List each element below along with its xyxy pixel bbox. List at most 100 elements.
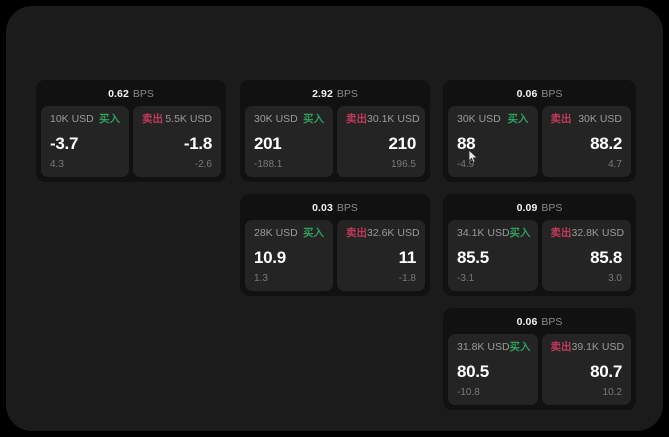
sell-delta: -1.8: [398, 273, 416, 284]
bps-unit-label: BPS: [541, 87, 563, 100]
buy-action-label: 买入: [303, 113, 324, 125]
buy-price: 85.5: [457, 248, 489, 267]
card-body: 31.8K USD 买入 80.5 -10.8 卖出 39.1K USD 80.…: [448, 334, 631, 405]
bps-value: 0.09: [516, 201, 538, 214]
buy-side-panel[interactable]: 34.1K USD 买入 85.5 -3.1: [448, 220, 538, 291]
buy-side-panel[interactable]: 28K USD 买入 10.9 1.3: [245, 220, 333, 291]
card-body: 10K USD 买入 -3.7 4.3 卖出 5.5K USD -1.8 -2.…: [41, 106, 221, 177]
buy-action-label: 买入: [303, 227, 324, 239]
sell-action-label: 卖出: [550, 227, 572, 239]
buy-size-label: 10K USD: [50, 113, 94, 125]
sell-side-panel[interactable]: 卖出 32.6K USD 11 -1.8: [337, 220, 425, 291]
sell-price: -1.8: [183, 134, 212, 153]
bps-unit-label: BPS: [336, 87, 358, 100]
buy-side-panel[interactable]: 30K USD 买入 88 -4.9: [448, 106, 538, 177]
buy-side-header: 30K USD 买入: [254, 114, 324, 127]
quote-column-3: 0.06 BPS 30K USD 买入 88 -4.9 卖出: [443, 80, 636, 422]
bps-value: 0.06: [516, 87, 538, 100]
buy-delta: -10.8: [457, 387, 480, 398]
sell-side-header: 卖出 32.6K USD: [346, 227, 420, 241]
bps-unit-label: BPS: [132, 87, 154, 100]
buy-side-panel[interactable]: 10K USD 买入 -3.7 4.3: [41, 106, 129, 177]
sell-size-label: 30.1K USD: [367, 113, 420, 125]
card-header: 0.06 BPS: [448, 85, 631, 103]
buy-price: 201: [254, 134, 282, 153]
card-header: 0.03 BPS: [245, 199, 425, 217]
sell-side-header: 卖出 5.5K USD: [142, 114, 212, 127]
bps-unit-label: BPS: [541, 315, 563, 328]
sell-price: 11: [398, 248, 417, 267]
sell-action-label: 卖出: [346, 113, 367, 125]
quote-column-1: 0.62 BPS 10K USD 买入 -3.7 4.3 卖出: [36, 80, 226, 194]
sell-size-label: 30K USD: [578, 113, 622, 125]
quote-card[interactable]: 0.06 BPS 30K USD 买入 88 -4.9 卖出: [443, 80, 636, 182]
card-header: 2.92 BPS: [245, 85, 425, 103]
card-body: 28K USD 买入 10.9 1.3 卖出 32.6K USD 11 -1.8: [245, 220, 425, 291]
sell-side-header: 卖出 39.1K USD: [550, 341, 625, 355]
sell-action-label: 卖出: [346, 227, 367, 239]
buy-side-header: 10K USD 买入: [50, 114, 120, 127]
sell-side-header: 卖出 30K USD: [551, 114, 623, 127]
quote-card[interactable]: 0.09 BPS 34.1K USD 买入 85.5 -3.1 卖出: [443, 194, 636, 296]
buy-price: 80.5: [457, 362, 489, 381]
buy-side-header: 31.8K USD 买入: [457, 341, 531, 355]
buy-price: -3.7: [50, 134, 79, 153]
sell-action-label: 卖出: [142, 113, 163, 125]
sell-delta: 3.0: [608, 273, 622, 284]
card-body: 30K USD 买入 201 -188.1 卖出 30.1K USD 210 1…: [245, 106, 425, 177]
quote-card-grid: 0.62 BPS 10K USD 买入 -3.7 4.3 卖出: [36, 80, 636, 410]
sell-delta: -2.6: [194, 159, 212, 170]
buy-action-label: 买入: [509, 341, 531, 353]
card-header: 0.09 BPS: [448, 199, 631, 217]
quote-card[interactable]: 0.06 BPS 31.8K USD 买入 80.5 -10.8 卖: [443, 308, 636, 410]
sell-size-label: 39.1K USD: [571, 341, 625, 353]
buy-delta: 4.3: [50, 159, 64, 170]
sell-side-header: 卖出 32.8K USD: [550, 227, 625, 241]
sell-delta: 196.5: [390, 159, 416, 170]
card-header: 0.06 BPS: [448, 313, 631, 331]
sell-side-panel[interactable]: 卖出 30.1K USD 210 196.5: [337, 106, 425, 177]
buy-size-label: 30K USD: [457, 113, 501, 125]
sell-action-label: 卖出: [550, 113, 572, 125]
sell-delta: 4.7: [608, 159, 622, 170]
buy-price: 10.9: [254, 248, 286, 267]
quote-column-2: 2.92 BPS 30K USD 买入 201 -188.1 卖出: [240, 80, 430, 308]
sell-action-label: 卖出: [550, 341, 572, 353]
buy-side-panel[interactable]: 31.8K USD 买入 80.5 -10.8: [448, 334, 538, 405]
sell-price: 88.2: [590, 134, 622, 153]
quote-card[interactable]: 0.62 BPS 10K USD 买入 -3.7 4.3 卖出: [36, 80, 226, 182]
sell-side-panel[interactable]: 卖出 5.5K USD -1.8 -2.6: [133, 106, 221, 177]
quote-card[interactable]: 2.92 BPS 30K USD 买入 201 -188.1 卖出: [240, 80, 430, 182]
sell-delta: 10.2: [602, 387, 622, 398]
quote-card[interactable]: 0.03 BPS 28K USD 买入 10.9 1.3 卖出: [240, 194, 430, 296]
buy-side-header: 28K USD 买入: [254, 228, 324, 241]
sell-side-panel[interactable]: 卖出 30K USD 88.2 4.7: [541, 106, 631, 177]
buy-delta: -188.1: [254, 159, 283, 170]
sell-side-panel[interactable]: 卖出 32.8K USD 85.8 3.0: [541, 220, 631, 291]
sell-size-label: 32.8K USD: [571, 227, 625, 239]
buy-action-label: 买入: [509, 227, 531, 239]
buy-side-header: 30K USD 买入: [457, 114, 529, 127]
buy-delta: 1.3: [254, 273, 268, 284]
buy-size-label: 30K USD: [254, 113, 298, 125]
buy-action-label: 买入: [507, 113, 529, 125]
bps-unit-label: BPS: [541, 201, 563, 214]
sell-price: 80.7: [590, 362, 622, 381]
sell-price: 85.8: [590, 248, 622, 267]
sell-price: 210: [388, 134, 417, 153]
card-body: 30K USD 买入 88 -4.9 卖出 30K USD 88.2 4.7: [448, 106, 631, 177]
bps-value: 0.06: [516, 315, 538, 328]
buy-delta: -4.9: [457, 159, 475, 170]
sell-side-panel[interactable]: 卖出 39.1K USD 80.7 10.2: [541, 334, 631, 405]
buy-side-header: 34.1K USD 买入: [457, 227, 531, 241]
bps-value: 0.03: [312, 201, 333, 214]
bps-value: 2.92: [312, 87, 333, 100]
buy-size-label: 34.1K USD: [457, 227, 510, 239]
buy-side-panel[interactable]: 30K USD 买入 201 -188.1: [245, 106, 333, 177]
buy-size-label: 31.8K USD: [457, 341, 510, 353]
sell-size-label: 32.6K USD: [367, 227, 420, 239]
buy-price: 88: [457, 134, 476, 153]
bps-unit-label: BPS: [336, 201, 358, 214]
bps-value: 0.62: [108, 87, 129, 100]
sell-side-header: 卖出 30.1K USD: [346, 113, 420, 127]
